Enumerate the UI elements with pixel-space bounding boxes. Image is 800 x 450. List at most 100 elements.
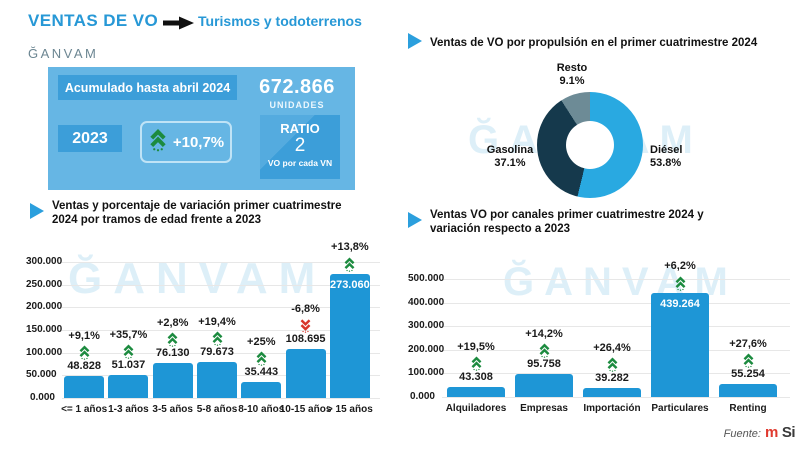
channels-bar-chart: ĞANVAM 0.000 100.000 200.000 300.000 400.000… <box>408 258 796 416</box>
x-tick-label: Importación <box>583 403 641 414</box>
gridline <box>442 279 790 280</box>
bar <box>583 387 641 397</box>
bar <box>515 374 573 397</box>
msi-logo-si: Si <box>781 424 796 441</box>
y-tick-label: 500.000 <box>408 273 445 284</box>
channels-chart-title-line1: Ventas VO por canales primer cuatrimestr… <box>430 209 704 221</box>
ratio-box: RATIO 2 VO por cada VN <box>260 115 340 179</box>
variation-label: +26,4% <box>593 341 631 354</box>
gridline <box>62 352 380 354</box>
section-bullet-icon <box>408 33 422 49</box>
bar <box>197 361 237 398</box>
slice-name: Gasolina <box>486 144 534 156</box>
variation-label: +9,1% <box>68 329 100 342</box>
bar <box>447 386 505 397</box>
y-tick-label: 250.000 <box>26 278 63 290</box>
bar-value-label: 79.673 <box>200 345 234 358</box>
gridline <box>62 284 380 286</box>
increase-arrow-icon <box>674 276 687 296</box>
bar <box>329 274 370 398</box>
slice-percent: 9.1% <box>559 75 585 87</box>
x-tick-label: 1-3 años <box>108 404 149 415</box>
summary-box: Acumulado hasta abril 2024 672.866 UNIDA… <box>48 67 355 190</box>
period-label: Acumulado hasta abril 2024 <box>58 75 237 100</box>
bar-value-label: 35.443 <box>244 365 279 378</box>
donut-label-resto: Resto 9.1% <box>541 62 603 88</box>
bar-value-label: 95.758 <box>527 358 561 371</box>
x-tick-label: 3-5 años <box>152 404 193 415</box>
bar-value-label: 439.264 <box>660 298 700 311</box>
bar-value-label: 51.037 <box>111 358 146 371</box>
variation-badge: +10,7% <box>140 121 232 163</box>
variation-label: +35,7% <box>109 328 148 341</box>
increase-arrow-icon <box>148 128 168 156</box>
ratio-title: RATIO <box>280 121 320 136</box>
x-tick-label: 5-8 años <box>196 404 238 415</box>
y-tick-label: 300.000 <box>408 320 445 332</box>
x-tick-label: > 15 años <box>326 404 373 415</box>
bar <box>108 374 149 398</box>
section-bullet-icon <box>408 212 422 228</box>
page-subtitle: Turismos y todoterrenos <box>198 13 362 29</box>
total-units-caption: UNIDADES <box>269 100 325 110</box>
increase-arrow-icon <box>78 345 91 365</box>
increase-arrow-icon <box>166 332 179 352</box>
y-tick-label: 0.000 <box>29 392 55 403</box>
channels-chart-title-line2: variación respecto a 2023 <box>430 223 570 235</box>
slice-name: Resto <box>556 62 588 74</box>
variation-label: +6,2% <box>664 260 696 273</box>
y-tick-label: 50.000 <box>26 369 57 381</box>
x-tick-label: 10-15 años <box>279 404 332 415</box>
bar-value-label: 39.282 <box>595 371 629 384</box>
y-tick-label: 100.000 <box>408 367 445 379</box>
gridline <box>62 330 380 331</box>
slice-percent: 53.8% <box>650 157 682 169</box>
age-chart-title-line2: 2024 por tramos de edad frente a 2023 <box>52 214 262 226</box>
variation-label: +19,4% <box>198 315 236 328</box>
channels-chart-title: Ventas VO por canales primer cuatrimestr… <box>430 208 770 236</box>
variation-label: +27,6% <box>729 337 767 350</box>
variation-label: +2,8% <box>156 317 189 330</box>
x-tick-label: Particulares <box>651 403 709 414</box>
gridline <box>62 398 380 399</box>
propulsion-donut-chart <box>537 92 643 198</box>
age-chart-title-line1: Ventas y porcentaje de variación primer … <box>52 200 342 212</box>
variation-label: -6,8% <box>291 302 320 315</box>
gridline <box>62 307 380 309</box>
variation-label: +13,8% <box>331 241 369 254</box>
gridline <box>442 302 790 304</box>
variation-label: +14,2% <box>525 328 563 341</box>
y-tick-label: 150.000 <box>26 324 63 335</box>
increase-arrow-icon <box>122 344 135 364</box>
bar-value-label: 43.308 <box>459 370 493 383</box>
donut-label-diesel: Diésel 53.8% <box>650 144 714 170</box>
y-tick-label: 400.000 <box>408 296 445 308</box>
source-label: Fuente: <box>723 428 761 440</box>
section-bullet-icon <box>30 203 44 219</box>
x-tick-label: 8-10 años <box>238 404 285 415</box>
decrease-arrow-icon <box>299 318 312 338</box>
bar-value-label: 273.060 <box>329 279 370 292</box>
increase-arrow-icon <box>538 343 551 363</box>
age-bar-chart: ĞANVAM 0.000 50.000 100.000 150.000 200.000 2… <box>26 240 394 418</box>
ratio-value: 2 <box>294 135 306 156</box>
increase-arrow-icon <box>255 351 268 371</box>
x-tick-label: <= 1 años <box>61 404 108 415</box>
y-tick-label: 100.000 <box>26 346 63 358</box>
right-arrow-icon <box>163 16 195 35</box>
total-units-value: 672.866 <box>259 76 335 98</box>
bar <box>719 383 777 397</box>
comparison-year-label: 2023 <box>58 125 122 152</box>
bar-value-label: 108.695 <box>285 332 326 345</box>
bar <box>241 381 282 398</box>
bar <box>152 363 193 398</box>
ratio-caption: VO por cada VN <box>267 158 333 168</box>
gridline <box>442 326 790 328</box>
variation-value: +10,7% <box>172 133 225 151</box>
increase-arrow-icon <box>606 357 619 377</box>
page-title: VENTAS DE VO <box>28 11 159 30</box>
y-tick-label: 300.000 <box>26 256 63 267</box>
gridline <box>442 373 790 375</box>
increase-arrow-icon <box>470 356 483 376</box>
